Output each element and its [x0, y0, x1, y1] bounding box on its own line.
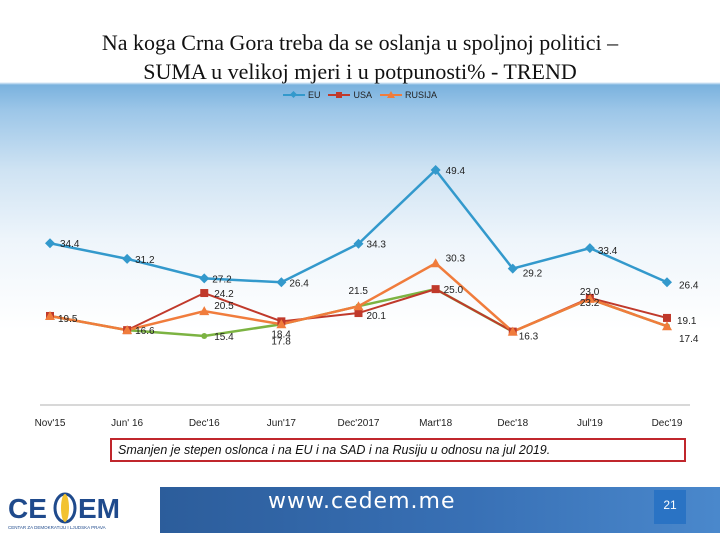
data-label-eu: 33.4	[598, 246, 618, 257]
legend-usa-swatch	[328, 92, 351, 98]
logo-subtitle: CENTAR ZA DEMOKRATIJU I LJUDSKA PRAVA	[8, 525, 106, 530]
data-label-rusija: 20.5	[214, 301, 234, 312]
data-label-usa: 16.6	[135, 326, 155, 337]
data-label-eu: 31.2	[135, 255, 155, 266]
legend-item-rusija: RUSIJA	[380, 90, 437, 100]
x-tick-label: Dec'2017	[338, 418, 380, 429]
data-point-usa	[200, 289, 209, 298]
data-point-usa	[431, 285, 440, 294]
data-point-eu	[507, 263, 518, 274]
note-box: Smanjen je stepen oslonca i na EU i na S…	[110, 438, 686, 462]
data-label-eu: 29.2	[523, 269, 543, 280]
data-label-rusija: 21.5	[349, 286, 369, 297]
data-label-eu: 26.4	[289, 278, 309, 289]
data-label-usa: 16.3	[519, 332, 539, 343]
legend-item-usa: USA	[328, 90, 372, 100]
data-label-usa: 23.2	[580, 298, 600, 309]
data-point-rusija	[507, 326, 518, 336]
data-label-eu: 34.3	[367, 240, 387, 251]
cedem-logo: CE EM CENTAR ZA DEMOKRATIJU I LJUDSKA PR…	[6, 488, 156, 532]
data-point-eu	[662, 277, 672, 288]
legend-usa-label: USA	[353, 90, 372, 100]
legend-eu-swatch	[282, 91, 305, 99]
chart-legend: EU USA RUSIJA	[0, 90, 720, 100]
data-point-eu	[199, 273, 210, 284]
title-line-1: Na koga Crna Gora treba da se oslanja u …	[101, 30, 619, 55]
x-tick-label: Dec'18	[497, 418, 528, 429]
data-label-usa: 19.1	[677, 316, 697, 327]
data-point-rusija	[122, 325, 133, 335]
data-point-eu	[584, 243, 595, 254]
x-tick-label: Nov'15	[35, 418, 66, 429]
data-label-usa: 24.2	[214, 289, 234, 300]
title-line-2: SUMA u velikoj mjeri i u potpunosti% - T…	[143, 59, 577, 84]
logo-text-left: CE	[8, 493, 47, 524]
legend-eu-label: EU	[307, 90, 321, 100]
data-point-rusija	[276, 319, 287, 329]
data-label-rusija: 23.0	[580, 287, 600, 298]
logo-text-right: EM	[78, 493, 120, 524]
data-label-usa: 20.1	[367, 311, 387, 322]
data-label-eu: 26.4	[679, 280, 699, 291]
data-point-rusija	[353, 301, 364, 311]
data-point-eu	[430, 165, 441, 175]
logo-graphic: CE EM CENTAR ZA DEMOKRATIJU I LJUDSKA PR…	[8, 492, 120, 530]
x-tick-label: Jun' 16	[111, 418, 143, 429]
legend-rusija-label: RUSIJA	[405, 90, 438, 100]
series-line-rusija	[49, 261, 668, 334]
data-point-usa	[354, 309, 363, 318]
data-point-usa	[663, 313, 671, 322]
footer-url[interactable]: www.cedem.me	[268, 489, 456, 514]
data-label-rusija: 30.3	[446, 253, 466, 264]
x-tick-label: Jun'17	[267, 418, 297, 429]
data-point-eu	[353, 238, 364, 249]
x-tick-label: Mart'18	[419, 418, 452, 429]
footer-bar	[160, 487, 720, 533]
data-label-usa: 19.5	[58, 314, 78, 325]
page-number: 21	[654, 490, 686, 524]
data-point-rusija	[45, 310, 55, 320]
data-label-eu: 49.4	[446, 166, 466, 177]
data-label-eu: 27.2	[212, 274, 232, 285]
data-point-green	[201, 333, 208, 339]
data-point-eu	[45, 238, 55, 249]
chart-title: Na koga Crna Gora treba da se oslanja u …	[30, 28, 690, 86]
legend-rusija-swatch	[380, 91, 402, 98]
data-label-eu: 34.4	[60, 239, 80, 250]
x-tick-label: Dec'16	[189, 418, 220, 429]
data-point-rusija	[584, 293, 595, 303]
data-label-rusija: 17.4	[679, 334, 699, 345]
data-label-green: 15.4	[214, 332, 234, 343]
data-label-usa: 18.4	[271, 329, 291, 340]
data-label-usa: 25.0	[444, 285, 464, 296]
data-point-rusija	[662, 321, 672, 331]
legend-item-eu: EU	[282, 90, 321, 100]
line-chart: Nov'15 Jun' 16 Dec'16 Jun'17 Dec'2017 Mart'18…	[35, 165, 699, 429]
data-point-eu	[276, 277, 287, 288]
data-point-eu	[122, 253, 133, 264]
data-point-rusija	[430, 258, 441, 268]
data-point-rusija	[199, 306, 210, 316]
data-label-rusija: 17.8	[271, 336, 291, 347]
x-tick-label: Dec'19	[652, 418, 683, 429]
x-tick-label: Jul'19	[577, 418, 603, 429]
